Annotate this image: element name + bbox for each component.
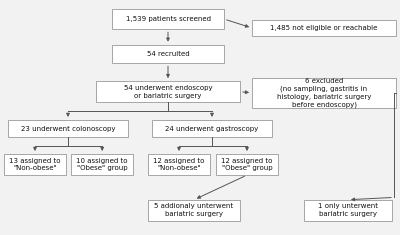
FancyBboxPatch shape: [252, 20, 396, 36]
Text: 1,539 patients screened: 1,539 patients screened: [126, 16, 210, 22]
FancyBboxPatch shape: [216, 154, 278, 175]
FancyBboxPatch shape: [148, 154, 210, 175]
Text: 5 addionaly unterwent
bariatric surgery: 5 addionaly unterwent bariatric surgery: [154, 204, 234, 217]
Text: 12 assigned to
"Non-obese": 12 assigned to "Non-obese": [153, 158, 205, 171]
FancyBboxPatch shape: [4, 154, 66, 175]
Text: 23 underwent colonoscopy: 23 underwent colonoscopy: [21, 126, 115, 132]
FancyBboxPatch shape: [112, 9, 224, 29]
Text: 12 assigned to
"Obese" group: 12 assigned to "Obese" group: [221, 158, 273, 171]
FancyBboxPatch shape: [112, 45, 224, 63]
FancyBboxPatch shape: [304, 200, 392, 221]
FancyBboxPatch shape: [71, 154, 133, 175]
Text: 1,485 not eligible or reachable: 1,485 not eligible or reachable: [270, 25, 378, 31]
FancyBboxPatch shape: [96, 81, 240, 102]
Text: 54 recruited: 54 recruited: [147, 51, 189, 57]
FancyBboxPatch shape: [148, 200, 240, 221]
Text: 6 excluded
(no sampling, gastritis in
histology, bariatric surgery
before endosc: 6 excluded (no sampling, gastritis in hi…: [277, 78, 371, 108]
FancyBboxPatch shape: [252, 78, 396, 108]
FancyBboxPatch shape: [152, 120, 272, 137]
FancyBboxPatch shape: [8, 120, 128, 137]
Text: 13 assigned to
"Non-obese": 13 assigned to "Non-obese": [9, 158, 61, 171]
Text: 1 only unterwent
bariatric surgery: 1 only unterwent bariatric surgery: [318, 204, 378, 217]
Text: 54 underwent endoscopy
or bariatric surgery: 54 underwent endoscopy or bariatric surg…: [124, 85, 212, 98]
Text: 10 assigned to
"Obese" group: 10 assigned to "Obese" group: [76, 158, 128, 171]
Text: 24 underwent gastroscopy: 24 underwent gastroscopy: [165, 126, 259, 132]
